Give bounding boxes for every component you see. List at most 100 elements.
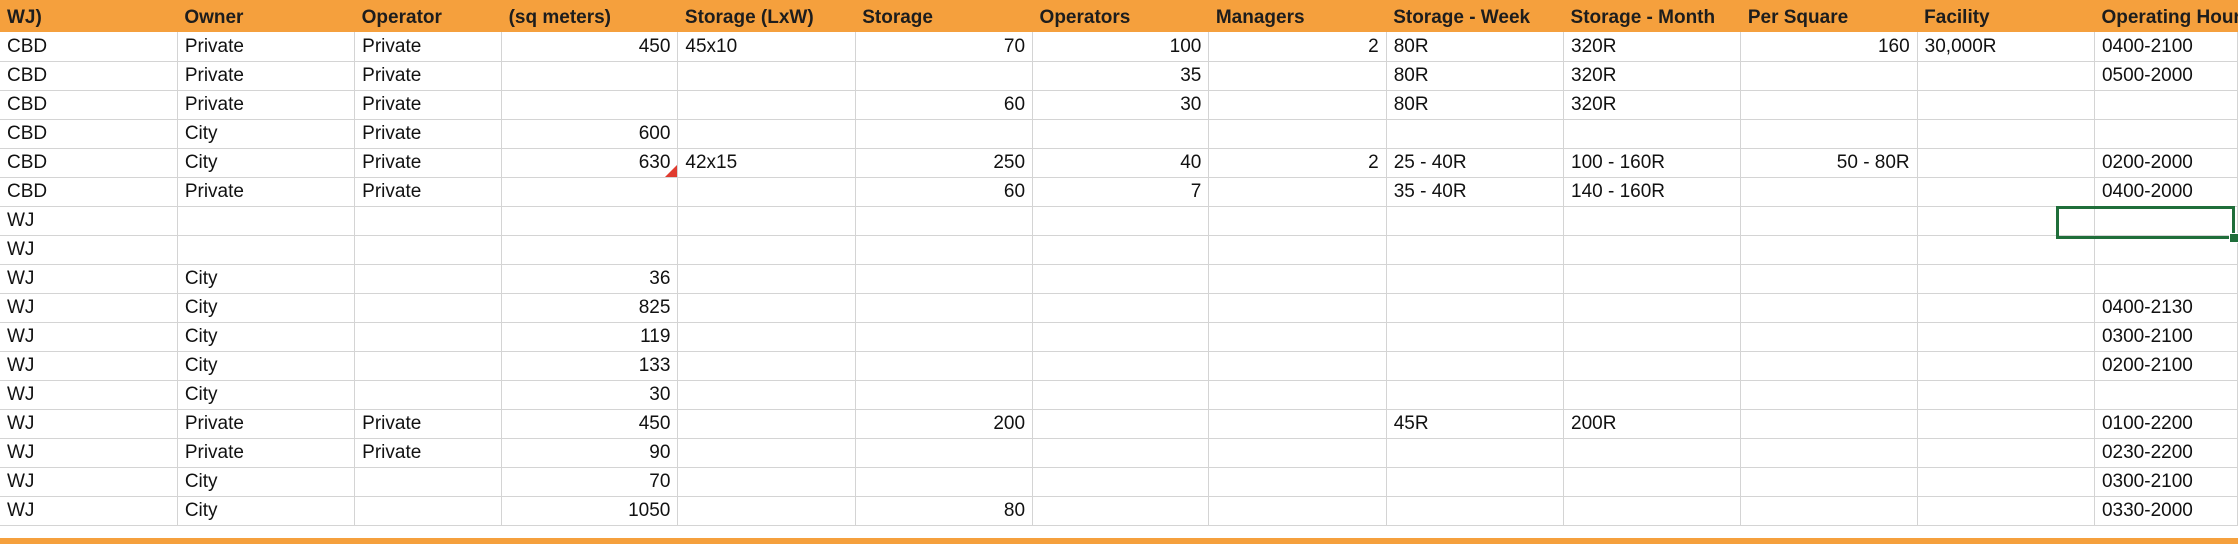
table-cell[interactable] xyxy=(1208,380,1387,410)
table-cell[interactable]: CBD xyxy=(0,32,178,62)
column-header[interactable]: Per Square xyxy=(1740,0,1918,32)
table-cell[interactable]: City xyxy=(177,119,356,149)
table-cell[interactable] xyxy=(677,90,856,120)
column-header[interactable]: Managers xyxy=(1208,0,1387,32)
table-cell[interactable] xyxy=(1563,235,1742,265)
table-cell[interactable]: 7 xyxy=(1032,177,1210,207)
table-cell[interactable] xyxy=(2094,206,2238,236)
column-header[interactable]: Facility xyxy=(1917,0,2095,32)
table-cell[interactable] xyxy=(1386,119,1565,149)
table-cell[interactable] xyxy=(855,438,1034,468)
table-cell[interactable]: 0200-2000 xyxy=(2094,148,2238,178)
table-cell[interactable]: 80R xyxy=(1386,61,1565,91)
table-cell[interactable] xyxy=(1740,496,1918,526)
table-cell[interactable]: Private xyxy=(354,61,503,91)
table-cell[interactable]: 133 xyxy=(501,351,679,381)
table-cell[interactable]: Private xyxy=(354,90,503,120)
table-cell[interactable] xyxy=(1208,351,1387,381)
column-header[interactable]: (sq meters) xyxy=(501,0,678,32)
table-cell[interactable] xyxy=(1917,438,2095,468)
table-cell[interactable]: Private xyxy=(354,177,503,207)
table-cell[interactable] xyxy=(1032,380,1210,410)
table-cell[interactable] xyxy=(354,467,503,497)
table-cell[interactable]: 825 xyxy=(501,293,679,323)
table-cell[interactable] xyxy=(677,467,856,497)
table-cell[interactable] xyxy=(1563,206,1742,236)
table-cell[interactable]: 80R xyxy=(1386,90,1565,120)
table-cell[interactable] xyxy=(1386,235,1565,265)
table-cell[interactable]: Private xyxy=(177,409,356,439)
table-cell[interactable]: CBD xyxy=(0,61,178,91)
table-cell[interactable]: 90 xyxy=(501,438,679,468)
table-cell[interactable]: 1050 xyxy=(501,496,679,526)
table-cell[interactable] xyxy=(177,235,356,265)
table-cell[interactable] xyxy=(501,177,679,207)
table-cell[interactable] xyxy=(1917,148,2095,178)
table-cell[interactable]: 35 xyxy=(1032,61,1210,91)
table-cell[interactable]: 0200-2100 xyxy=(2094,351,2238,381)
table-cell[interactable] xyxy=(677,409,856,439)
table-cell[interactable]: Private xyxy=(354,148,503,178)
table-cell[interactable] xyxy=(1563,467,1742,497)
table-cell[interactable]: WJ xyxy=(0,264,178,294)
table-cell[interactable]: 60 xyxy=(855,177,1034,207)
table-cell[interactable]: City xyxy=(177,264,356,294)
table-cell[interactable] xyxy=(1032,206,1210,236)
table-cell[interactable] xyxy=(1917,206,2095,236)
table-cell[interactable] xyxy=(1740,206,1918,236)
table-cell[interactable] xyxy=(855,467,1034,497)
table-cell[interactable] xyxy=(501,235,679,265)
table-cell[interactable] xyxy=(354,496,503,526)
table-cell[interactable] xyxy=(1386,206,1565,236)
table-cell[interactable]: 320R xyxy=(1563,61,1742,91)
table-cell[interactable]: City xyxy=(177,322,356,352)
column-header[interactable]: Storage - Month xyxy=(1563,0,1741,32)
table-cell[interactable] xyxy=(1208,264,1387,294)
table-cell[interactable] xyxy=(354,351,503,381)
table-cell[interactable] xyxy=(855,61,1034,91)
table-cell[interactable]: City xyxy=(177,380,356,410)
table-cell[interactable] xyxy=(1917,235,2095,265)
table-cell[interactable]: Private xyxy=(177,90,356,120)
table-cell[interactable]: 0300-2100 xyxy=(2094,322,2238,352)
table-cell[interactable] xyxy=(1032,438,1210,468)
table-cell[interactable] xyxy=(1917,61,2095,91)
table-cell[interactable] xyxy=(1563,119,1742,149)
table-cell[interactable] xyxy=(677,496,856,526)
table-cell[interactable] xyxy=(1032,293,1210,323)
table-cell[interactable] xyxy=(855,206,1034,236)
table-cell[interactable]: WJ xyxy=(0,467,178,497)
table-cell[interactable]: 450 xyxy=(501,409,679,439)
table-cell[interactable] xyxy=(177,206,356,236)
table-cell[interactable]: 200R xyxy=(1563,409,1742,439)
table-cell[interactable] xyxy=(1917,264,2095,294)
table-cell[interactable]: 0400-2130 xyxy=(2094,293,2238,323)
table-cell[interactable]: City xyxy=(177,148,356,178)
table-cell[interactable] xyxy=(1740,380,1918,410)
table-cell[interactable] xyxy=(677,351,856,381)
table-cell[interactable] xyxy=(1563,496,1742,526)
table-cell[interactable] xyxy=(2094,235,2238,265)
table-cell[interactable] xyxy=(677,119,856,149)
table-cell[interactable]: 25 - 40R xyxy=(1386,148,1565,178)
table-cell[interactable] xyxy=(677,206,856,236)
table-cell[interactable]: WJ xyxy=(0,351,178,381)
table-cell[interactable] xyxy=(1563,351,1742,381)
table-cell[interactable]: 36 xyxy=(501,264,679,294)
table-cell[interactable]: WJ xyxy=(0,496,178,526)
table-cell[interactable] xyxy=(677,380,856,410)
table-cell[interactable]: WJ xyxy=(0,293,178,323)
table-cell[interactable] xyxy=(855,351,1034,381)
table-cell[interactable] xyxy=(855,235,1034,265)
table-cell[interactable]: Private xyxy=(177,32,356,62)
table-cell[interactable] xyxy=(1032,264,1210,294)
table-cell[interactable]: 42x15 xyxy=(677,148,856,178)
table-cell[interactable] xyxy=(1032,351,1210,381)
table-cell[interactable]: 2 xyxy=(1208,148,1387,178)
table-cell[interactable]: Private xyxy=(354,438,503,468)
table-cell[interactable] xyxy=(677,293,856,323)
table-cell[interactable]: WJ xyxy=(0,380,178,410)
table-cell[interactable]: CBD xyxy=(0,90,178,120)
table-cell[interactable] xyxy=(1208,438,1387,468)
table-cell[interactable] xyxy=(855,264,1034,294)
